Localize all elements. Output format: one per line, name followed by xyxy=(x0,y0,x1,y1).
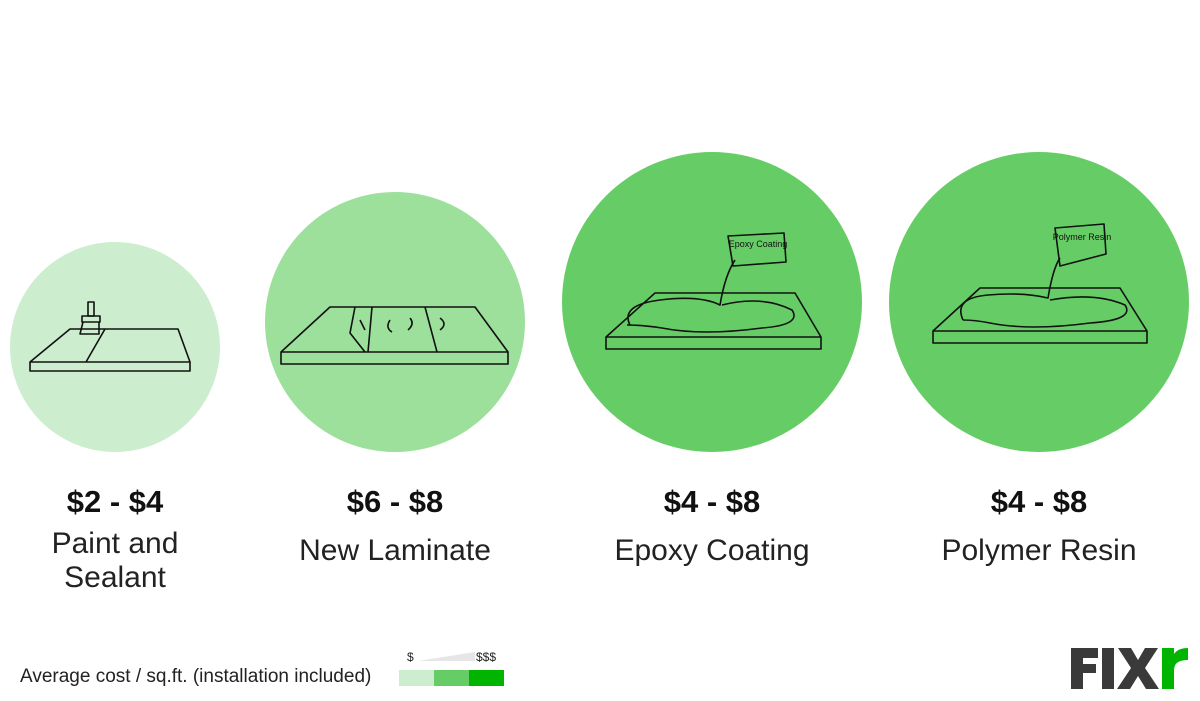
scale-low-label: $ xyxy=(407,650,414,664)
item-circle xyxy=(265,192,525,452)
epoxy-slab-icon: Epoxy Coating xyxy=(605,232,822,350)
price: $2 - $4 xyxy=(66,484,164,519)
cost-scale xyxy=(399,670,504,686)
scale-swatch xyxy=(434,670,469,686)
scale-swatch xyxy=(399,670,434,686)
item-label: Paint and Sealant xyxy=(51,527,179,594)
laminate-slab-icon xyxy=(280,306,509,365)
circles xyxy=(10,152,1189,452)
scale-high-label: $$$ xyxy=(476,650,497,664)
bucket-label: Epoxy Coating xyxy=(729,239,788,249)
scale-swatch xyxy=(469,670,504,686)
price: $4 - $8 xyxy=(990,484,1088,519)
illustrations: Epoxy Coating Polymer Resin xyxy=(29,223,1148,372)
scale-wedge xyxy=(418,652,475,661)
item-label: Polymer Resin xyxy=(941,534,1137,567)
price: $6 - $8 xyxy=(346,484,444,519)
bucket-label: Polymer Resin xyxy=(1053,232,1112,242)
item-label: Epoxy Coating xyxy=(614,534,810,567)
item-circle xyxy=(10,242,220,452)
item-circle xyxy=(889,152,1189,452)
fixr-logo xyxy=(1071,648,1188,689)
paint-slab-icon xyxy=(29,301,191,372)
legend-text: Average cost / sq.ft. (installation incl… xyxy=(20,666,372,687)
item-label: New Laminate xyxy=(299,534,491,567)
price: $4 - $8 xyxy=(663,484,761,519)
resin-slab-icon: Polymer Resin xyxy=(932,223,1148,344)
